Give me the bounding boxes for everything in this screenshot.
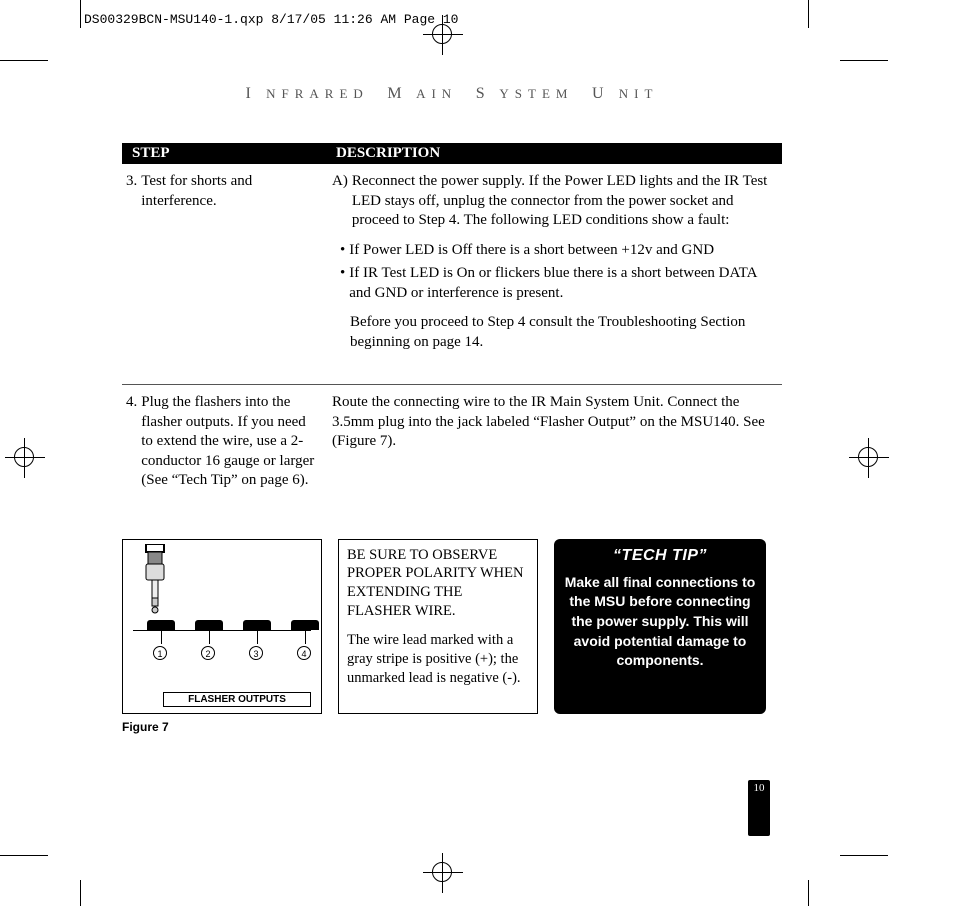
bullet-text: If IR Test LED is On or flickers blue th… <box>349 264 780 303</box>
reg-mark-left <box>14 447 34 467</box>
desc-cell: Route the connecting wire to the IR Main… <box>332 393 782 491</box>
jack-number: 3 <box>249 646 263 660</box>
step-number: 3. <box>126 172 141 362</box>
tech-tip-box: “TECH TIP” Make all final connections to… <box>554 539 766 714</box>
flasher-jack <box>291 620 319 630</box>
bullet-text: If Power LED is Off there is a short bet… <box>349 241 714 261</box>
crop-mark <box>0 855 48 856</box>
polarity-note-box: BE SURE TO OBSERVE PROPER POLARITY WHEN … <box>338 539 538 714</box>
table-row: 3. Test for shorts and interference. A) … <box>122 164 782 385</box>
crop-mark <box>80 880 81 906</box>
crop-mark <box>840 60 888 61</box>
polarity-detail: The wire lead marked with a gray stripe … <box>347 631 529 688</box>
bullet-dot-icon: • <box>340 241 349 261</box>
desc-intro: Reconnect the power supply. If the Power… <box>352 172 780 231</box>
flasher-jack <box>243 620 271 630</box>
tech-tip-body: Make all final connections to the MSU be… <box>562 573 758 671</box>
page-content: I NFRARED M AIN S YSTEM U NIT STEP DESCR… <box>122 85 782 734</box>
polarity-warning: BE SURE TO OBSERVE PROPER POLARITY WHEN … <box>347 546 529 621</box>
crop-mark <box>80 0 81 28</box>
step-cell: 4. Plug the flashers into the flasher ou… <box>122 393 332 491</box>
flasher-outputs-label: FLASHER OUTPUTS <box>163 692 311 707</box>
figure-7-illustration: 1 2 3 4 FLASHER OUTPUTS <box>122 539 322 714</box>
reg-mark-right <box>858 447 878 467</box>
table-header-row: STEP DESCRIPTION <box>122 143 782 164</box>
jack-number: 2 <box>201 646 215 660</box>
table-row: 4. Plug the flashers into the flasher ou… <box>122 385 782 513</box>
bullet-item: • If Power LED is Off there is a short b… <box>340 241 780 261</box>
jack-number: 4 <box>297 646 311 660</box>
crop-mark <box>808 0 809 28</box>
running-head: I NFRARED M AIN S YSTEM U NIT <box>122 85 782 103</box>
info-boxes-row: 1 2 3 4 FLASHER OUTPUTS Figure 7 BE SURE… <box>122 539 782 734</box>
step-cell: 3. Test for shorts and interference. <box>122 172 332 362</box>
desc-lead: A) <box>332 172 352 231</box>
flasher-jack <box>147 620 175 630</box>
step-number: 4. <box>126 393 141 491</box>
reg-mark-top <box>432 24 452 44</box>
crop-mark <box>0 60 48 61</box>
crop-mark <box>808 880 809 906</box>
jack-number: 1 <box>153 646 167 660</box>
page-number-tab: 10 <box>748 780 770 836</box>
plug-icon <box>143 544 167 616</box>
flasher-jack <box>195 620 223 630</box>
bullet-dot-icon: • <box>340 264 349 303</box>
tech-tip-title: “TECH TIP” <box>562 545 758 567</box>
crop-mark <box>840 855 888 856</box>
table-header-desc: DESCRIPTION <box>332 145 782 162</box>
figure-caption: Figure 7 <box>122 720 322 734</box>
reg-mark-bottom <box>432 862 452 882</box>
figure-container: 1 2 3 4 FLASHER OUTPUTS Figure 7 <box>122 539 322 734</box>
table-header-step: STEP <box>122 145 332 162</box>
desc-cell: A) Reconnect the power supply. If the Po… <box>332 172 782 362</box>
desc-outro: Before you proceed to Step 4 consult the… <box>332 313 780 352</box>
bullet-item: • If IR Test LED is On or flickers blue … <box>340 264 780 303</box>
step-text: Test for shorts and interference. <box>141 172 320 362</box>
step-text: Plug the flashers into the flasher outpu… <box>141 393 320 491</box>
print-meta-line: DS00329BCN-MSU140-1.qxp 8/17/05 11:26 AM… <box>84 12 458 27</box>
desc-text: Route the connecting wire to the IR Main… <box>332 393 780 452</box>
